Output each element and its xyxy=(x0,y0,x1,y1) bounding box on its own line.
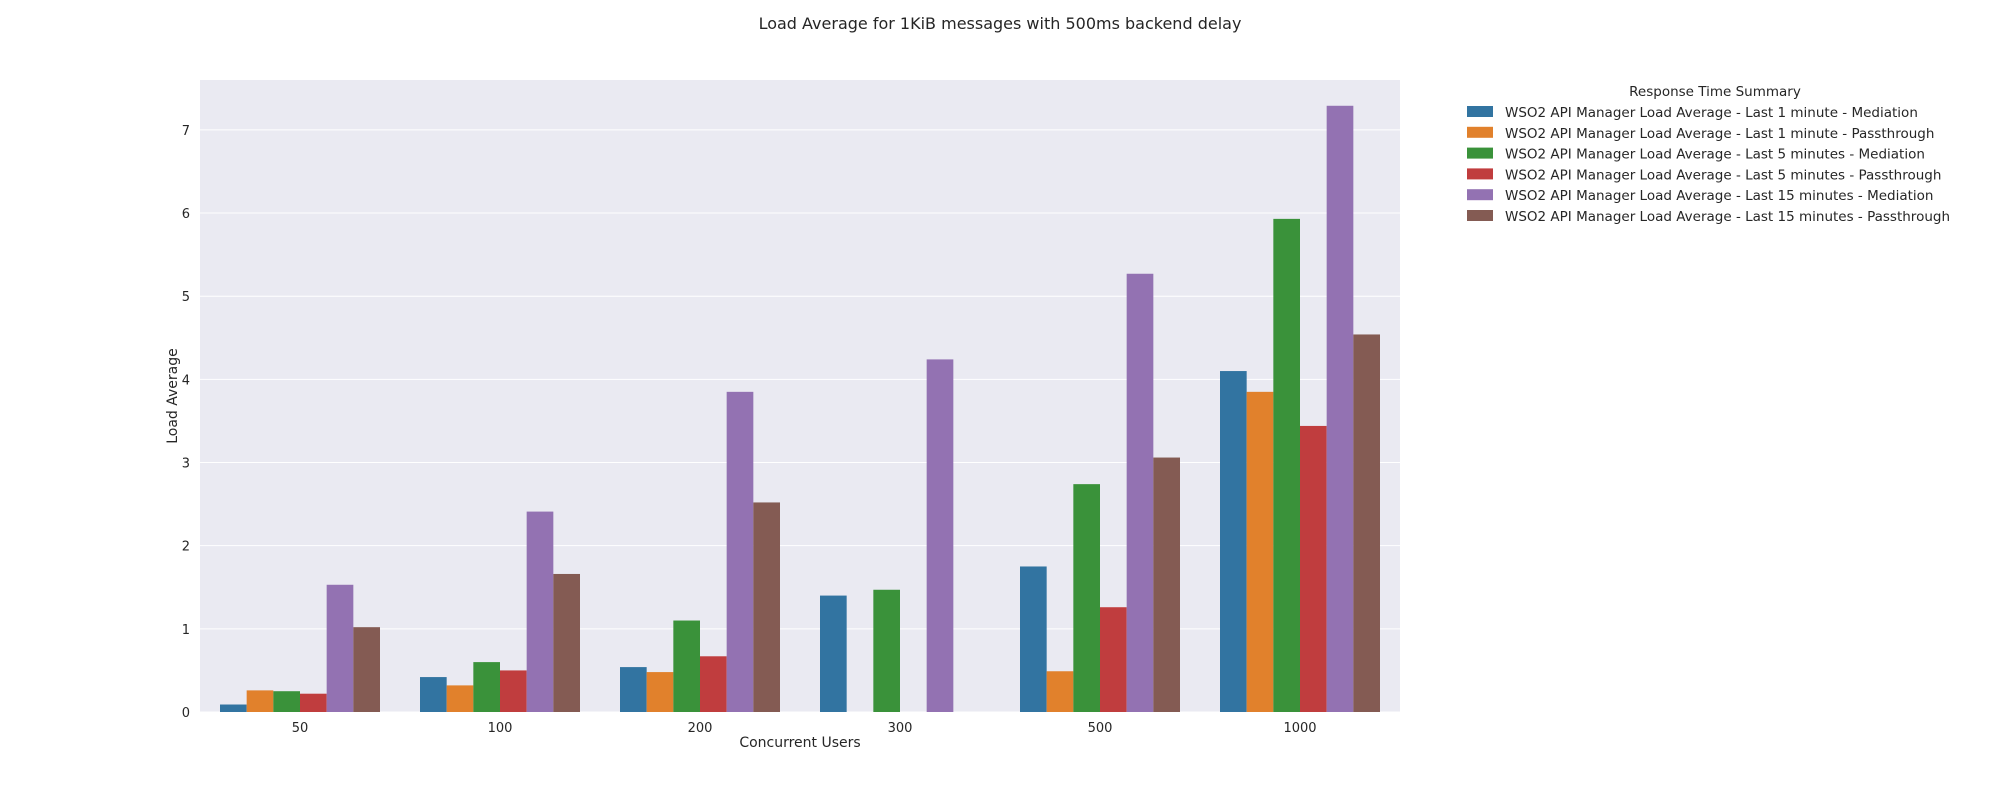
y-tick-label: 5 xyxy=(182,290,190,305)
y-tick-label: 4 xyxy=(182,373,190,388)
y-tick-label: 3 xyxy=(182,457,190,472)
legend-label: WSO2 API Manager Load Average - Last 15 … xyxy=(1505,188,1934,204)
legend: Response Time Summary WSO2 API Manager L… xyxy=(1467,84,1950,225)
bar xyxy=(620,667,647,712)
chart-title: Load Average for 1KiB messages with 500m… xyxy=(759,14,1242,33)
bar xyxy=(1100,607,1127,712)
y-tick-label: 6 xyxy=(182,207,190,222)
bar xyxy=(1273,218,1300,712)
bar xyxy=(1046,671,1074,712)
bar xyxy=(446,685,474,712)
bar xyxy=(420,677,447,712)
bar xyxy=(273,691,300,712)
legend-label: WSO2 API Manager Load Average - Last 5 m… xyxy=(1505,147,1925,163)
legend-swatch xyxy=(1467,147,1493,159)
y-tick-label: 1 xyxy=(182,623,190,638)
bar xyxy=(473,662,500,712)
x-tick-label: 100 xyxy=(488,721,513,736)
legend-swatch xyxy=(1467,126,1493,138)
bar xyxy=(1153,457,1180,712)
bar xyxy=(1126,273,1154,712)
bar xyxy=(246,690,274,712)
x-tick-label: 500 xyxy=(1088,721,1113,736)
bar xyxy=(1073,484,1100,712)
bar xyxy=(500,670,527,712)
bar xyxy=(1326,105,1354,713)
legend-swatch xyxy=(1467,189,1493,201)
bar xyxy=(220,704,247,712)
y-axis-label: Load Average xyxy=(165,348,181,444)
bar xyxy=(1246,391,1274,712)
y-tick-label: 0 xyxy=(182,706,190,721)
bar xyxy=(926,359,954,712)
gridlines xyxy=(200,129,1400,713)
legend-swatch xyxy=(1467,210,1493,221)
bar xyxy=(526,511,554,712)
legend-label: WSO2 API Manager Load Average - Last 1 m… xyxy=(1505,126,1934,142)
x-tick-label: 50 xyxy=(292,721,309,736)
legend-title: Response Time Summary xyxy=(1629,84,1801,100)
legend-swatch xyxy=(1467,106,1493,117)
bar xyxy=(326,584,354,712)
bar xyxy=(1353,334,1380,712)
bar xyxy=(1300,425,1327,712)
bar xyxy=(300,693,327,712)
bar xyxy=(873,589,900,712)
bar xyxy=(353,627,380,712)
legend-label: WSO2 API Manager Load Average - Last 5 m… xyxy=(1505,167,1941,183)
bar xyxy=(553,573,580,712)
x-tick-label: 300 xyxy=(888,721,913,736)
bar xyxy=(700,656,727,712)
legend-items: WSO2 API Manager Load Average - Last 1 m… xyxy=(1467,105,1950,225)
legend-label: WSO2 API Manager Load Average - Last 15 … xyxy=(1505,209,1950,225)
x-tick-label: 1000 xyxy=(1283,721,1316,736)
y-tick-labels: 0 1 2 3 4 5 6 7 xyxy=(182,124,190,721)
plot-area xyxy=(200,80,1400,712)
x-axis-label: Concurrent Users xyxy=(739,735,860,751)
legend-label: WSO2 API Manager Load Average - Last 1 m… xyxy=(1505,105,1918,121)
x-tick-label: 200 xyxy=(688,721,713,736)
y-tick-label: 7 xyxy=(182,124,190,139)
bar xyxy=(673,620,700,712)
x-tick-labels: 50 100 200 300 500 1000 xyxy=(292,721,1317,736)
legend-swatch xyxy=(1467,168,1493,180)
bar xyxy=(1220,371,1247,712)
y-tick-label: 2 xyxy=(182,540,190,555)
bar xyxy=(753,502,780,712)
bar xyxy=(1020,566,1047,712)
bar xyxy=(646,672,674,712)
bar xyxy=(820,595,847,712)
bars xyxy=(220,105,1380,713)
bar xyxy=(726,391,754,712)
